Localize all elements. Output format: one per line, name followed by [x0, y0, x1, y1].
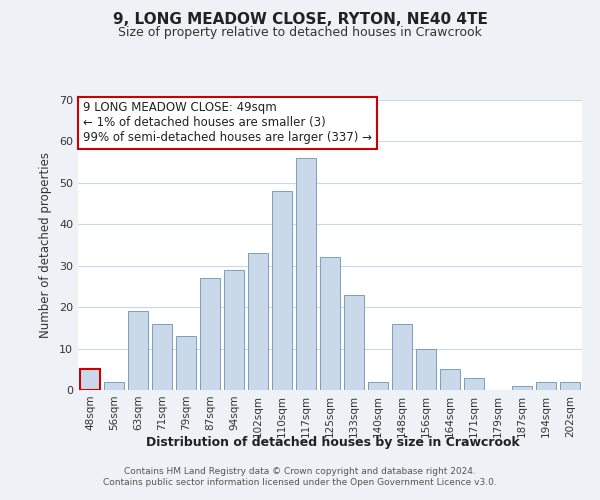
Bar	[296, 158, 316, 390]
Bar	[104, 382, 124, 390]
Text: 9 LONG MEADOW CLOSE: 49sqm
← 1% of detached houses are smaller (3)
99% of semi-d: 9 LONG MEADOW CLOSE: 49sqm ← 1% of detac…	[83, 102, 372, 144]
Bar	[200, 278, 220, 390]
Bar	[536, 382, 556, 390]
Bar	[464, 378, 484, 390]
Bar	[176, 336, 196, 390]
Bar	[320, 258, 340, 390]
Text: 9, LONG MEADOW CLOSE, RYTON, NE40 4TE: 9, LONG MEADOW CLOSE, RYTON, NE40 4TE	[113, 12, 487, 28]
Text: Distribution of detached houses by size in Crawcrook: Distribution of detached houses by size …	[146, 436, 520, 449]
Bar	[80, 370, 100, 390]
Y-axis label: Number of detached properties: Number of detached properties	[39, 152, 52, 338]
Bar	[152, 324, 172, 390]
Bar	[224, 270, 244, 390]
Bar	[128, 312, 148, 390]
Bar	[344, 294, 364, 390]
Text: Contains HM Land Registry data © Crown copyright and database right 2024.: Contains HM Land Registry data © Crown c…	[124, 467, 476, 476]
Text: Size of property relative to detached houses in Crawcrook: Size of property relative to detached ho…	[118, 26, 482, 39]
Bar	[560, 382, 580, 390]
Bar	[512, 386, 532, 390]
Bar	[272, 191, 292, 390]
Text: Contains public sector information licensed under the Open Government Licence v3: Contains public sector information licen…	[103, 478, 497, 487]
Bar	[440, 370, 460, 390]
Bar	[368, 382, 388, 390]
Bar	[416, 348, 436, 390]
Bar	[248, 254, 268, 390]
Bar	[392, 324, 412, 390]
